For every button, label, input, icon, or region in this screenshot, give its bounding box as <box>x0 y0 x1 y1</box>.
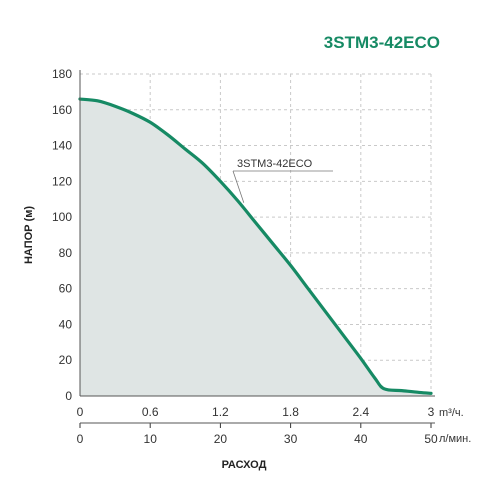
area-layer <box>78 97 433 396</box>
pump-curve-line <box>78 97 433 395</box>
y-tick-label: 120 <box>52 174 72 188</box>
y-tick-label: 100 <box>52 210 72 224</box>
x-secondary-tick-label: 0 <box>77 432 84 446</box>
y-tick-label: 140 <box>52 139 72 153</box>
y-tick-label: 60 <box>59 282 73 296</box>
x-secondary-tick-label: 50 <box>424 432 438 446</box>
y-tick-label: 20 <box>59 353 73 367</box>
x-secondary-unit: л/мин. <box>439 433 471 445</box>
y-tick-label: 160 <box>52 103 72 117</box>
y-axis-title: НАПОР (м) <box>23 206 35 264</box>
x-secondary-tick-label: 10 <box>144 432 158 446</box>
axes <box>79 70 435 428</box>
chart-title: 3STM3-42ECO <box>324 33 440 52</box>
x-primary-unit: m³/ч. <box>439 407 464 419</box>
x-secondary-tick-label: 40 <box>354 432 368 446</box>
x-primary-tick-label: 3 <box>428 405 435 419</box>
x-primary-tick-label: 1.2 <box>212 405 229 419</box>
x-secondary-tick-label: 20 <box>214 432 228 446</box>
y-tick-label: 40 <box>59 317 73 331</box>
y-tick-label: 180 <box>52 67 72 81</box>
series-leader-line <box>232 170 245 203</box>
series-label: 3STM3-42ECO <box>237 158 313 170</box>
curve-area-fill <box>80 99 431 396</box>
x-primary-tick-label: 0 <box>77 405 84 419</box>
x-axis-title: РАСХОД <box>222 459 267 471</box>
x-primary-tick-label: 0.6 <box>142 405 159 419</box>
x-primary-tick-label: 1.8 <box>282 405 299 419</box>
y-tick-label: 0 <box>65 389 72 403</box>
y-tick-label: 80 <box>59 246 73 260</box>
x-secondary-tick-label: 30 <box>284 432 298 446</box>
x-primary-tick-label: 2.4 <box>352 405 369 419</box>
